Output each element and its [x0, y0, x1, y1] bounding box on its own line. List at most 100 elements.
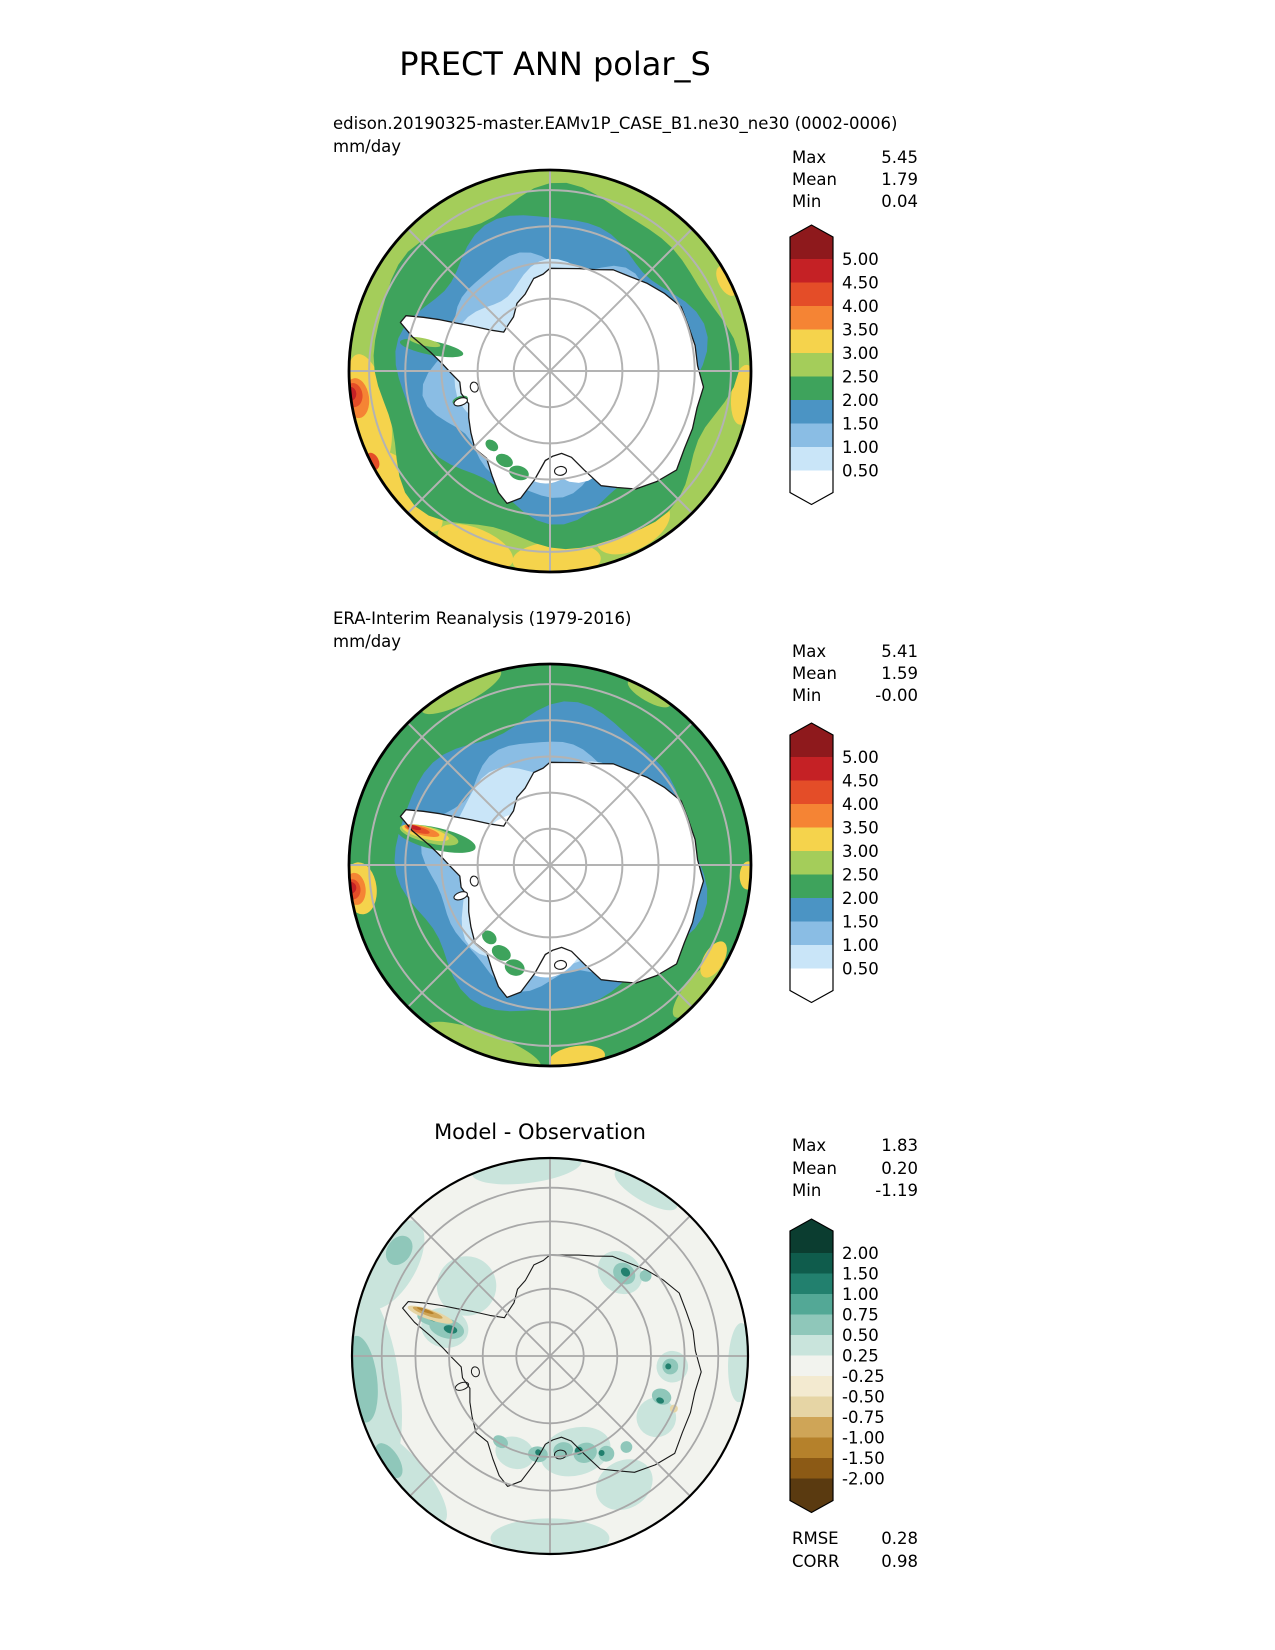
colorbar-segment	[790, 1376, 833, 1397]
stat-value: 1.79	[881, 170, 918, 189]
colorbar-tick-label: -2.00	[842, 1470, 885, 1489]
stat-label: Mean	[792, 664, 837, 683]
colorbar-segment	[790, 423, 833, 447]
colorbar-extend-over	[790, 723, 833, 757]
colorbar-tick-label: 3.50	[842, 321, 879, 340]
colorbar-segment	[790, 1273, 833, 1294]
colorbar-tick-label: 1.00	[842, 936, 879, 955]
map-boundary	[347, 662, 753, 1068]
coastline	[399, 761, 705, 999]
meridian-line	[409, 1215, 691, 1497]
colorbar-extend-over	[790, 225, 833, 259]
colorbar-tick-label: 0.50	[842, 462, 879, 481]
colorbar-segment	[790, 1253, 833, 1274]
colorbar-tick-label: 1.50	[842, 913, 879, 932]
map-model	[347, 168, 753, 574]
stat-label: RMSE	[792, 1529, 839, 1548]
contour-patch	[598, 1450, 605, 1456]
colorbar-tick-label: 1.00	[842, 1285, 879, 1304]
map-difference	[350, 1156, 750, 1556]
contour-patch	[399, 338, 464, 358]
colorbar-segment	[790, 851, 833, 875]
colorbar-tick-label: -0.25	[842, 1367, 885, 1386]
colorbar-tick-label: 4.50	[842, 772, 879, 791]
contour-patch	[485, 439, 499, 452]
contour-patch	[656, 1397, 664, 1404]
colorbar-tick-label: 1.50	[842, 415, 879, 434]
stat-label: Min	[792, 192, 822, 211]
colorbar-tick-label: 2.00	[842, 1244, 879, 1263]
colorbar-extend-under	[790, 968, 833, 1003]
colorbar-tick-label: 3.00	[842, 344, 879, 363]
island	[453, 891, 468, 901]
colorbar-segment	[790, 874, 833, 898]
colorbar-segment	[790, 1335, 833, 1356]
contour-patch	[385, 1235, 413, 1266]
stat-value: 1.59	[881, 664, 918, 683]
panel2-units: mm/day	[333, 632, 402, 651]
contour-patch	[427, 1021, 541, 1066]
contour-patch	[639, 1269, 652, 1282]
coastline	[399, 267, 705, 505]
colorbar-tick-label: 5.00	[842, 250, 879, 269]
colorbar-tick-label: 0.75	[842, 1306, 879, 1325]
colorbar-tick-label: 3.50	[842, 819, 879, 838]
contour-patch	[598, 1445, 615, 1462]
contour-patch	[716, 266, 737, 296]
stat-label: Mean	[792, 1159, 837, 1178]
stat-label: CORR	[792, 1552, 840, 1571]
contour-patch	[436, 1256, 497, 1316]
stat-label: Min	[792, 686, 822, 705]
contour-patch	[493, 1435, 508, 1449]
colorbar-extend-over	[790, 1219, 833, 1253]
colorbar-segment	[790, 780, 833, 804]
colorbar-segment	[790, 447, 833, 471]
contour-patch	[491, 945, 511, 961]
stat-value: -1.19	[875, 1181, 918, 1200]
island	[553, 1449, 567, 1460]
colorbar-difference: 2.00 1.501.00 0.750.50 0.25-0.25 -0.50-0.75 -…	[789, 1218, 885, 1514]
colorbar-tick-label: -0.75	[842, 1408, 885, 1427]
colorbar-tick-label: 3.00	[842, 842, 879, 861]
map-reference	[347, 662, 753, 1068]
colorbar-tick-label: 0.50	[842, 960, 879, 979]
stat-value: 5.41	[881, 642, 918, 661]
island	[454, 1381, 470, 1391]
contour-patch	[375, 1443, 403, 1479]
colorbar-segment	[790, 306, 833, 330]
colorbar-tick-label: 2.50	[842, 368, 879, 387]
colorbar-tick-label: 2.00	[842, 889, 879, 908]
colorbar-tick-label: -1.50	[842, 1449, 885, 1468]
colorbar-segment	[790, 376, 833, 400]
stat-label: Max	[792, 148, 827, 167]
colorbar-reference: 5.00 4.50 4.00 3.50 3.00 2.50 2.00 1.50 1.00 0.50	[789, 722, 879, 1004]
colorbar-segment	[790, 1294, 833, 1315]
map-boundary	[350, 1156, 750, 1556]
stat-value: 5.45	[881, 148, 918, 167]
stat-value: 0.20	[881, 1159, 918, 1178]
stat-value: -0.00	[875, 686, 918, 705]
coastline	[402, 1254, 702, 1487]
contour-patch	[700, 941, 727, 978]
colorbar-segment	[790, 259, 833, 283]
stat-label: Max	[792, 642, 827, 661]
stat-value: 1.83	[881, 1136, 918, 1155]
colorbar-segment	[790, 353, 833, 377]
colorbar-segment	[790, 921, 833, 945]
colorbar-tick-label: 4.00	[842, 297, 879, 316]
island	[553, 465, 568, 476]
contour-patch	[665, 1363, 672, 1370]
colorbar-segment	[790, 1437, 833, 1458]
panel1-subtitle: edison.20190325-master.EAMv1P_CASE_B1.ne…	[333, 114, 898, 133]
contour-patch	[416, 1307, 434, 1314]
panel2-subtitle: ERA-Interim Reanalysis (1979-2016)	[333, 609, 632, 628]
colorbar-segment	[790, 1458, 833, 1479]
stat-label: Max	[792, 1136, 827, 1155]
contour-patch	[495, 453, 513, 468]
contour-patch	[620, 1441, 633, 1453]
colorbar-segment	[790, 1417, 833, 1438]
colorbar-segment	[790, 282, 833, 306]
colorbar-tick-label: 4.00	[842, 795, 879, 814]
meridian-line	[407, 722, 693, 1008]
